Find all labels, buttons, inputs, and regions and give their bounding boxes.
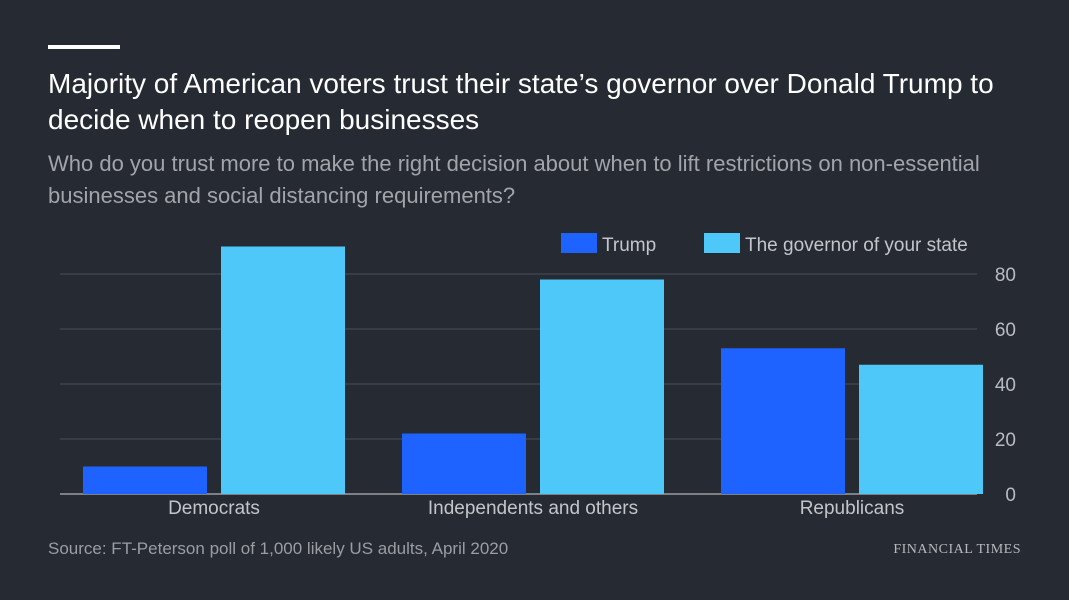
x-tick-label: Republicans [800,498,905,519]
legend-swatch-trump [561,233,597,253]
brand-logo: FINANCIAL TIMES [893,542,1021,557]
bar-chart: 0 20 40 60 80 Democrats Independents and other… [60,233,1016,519]
bar-trump-independents-and-others [402,433,526,494]
axes: 0 20 40 60 80 Democrats Independents and other… [168,265,1016,519]
y-tick-label: 20 [995,430,1016,451]
chart-title: Majority of American voters trust their … [48,68,994,135]
chart-subtitle: Who do you trust more to make the right … [48,151,980,208]
legend: Trump The governor of your state [561,233,968,256]
legend-swatch-governor [704,233,740,253]
header-rule [48,45,120,49]
bar-trump-democrats [83,466,207,494]
legend-label-trump: Trump [602,235,656,256]
y-tick-label: 40 [995,375,1016,396]
source-note: Source: FT-Peterson poll of 1,000 likely… [48,539,509,558]
y-tick-label: 0 [1005,485,1016,506]
legend-label-governor: The governor of your state [745,235,968,256]
x-tick-label: Independents and others [428,498,638,519]
bar-trump-republicans [721,348,845,494]
bar-governor-independents-and-others [540,279,664,494]
bar-governor-democrats [221,246,345,494]
x-tick-label: Democrats [168,498,260,519]
y-tick-label: 80 [995,265,1016,286]
y-tick-label: 60 [995,320,1016,341]
bar-governor-republicans [859,364,983,494]
bars [83,246,983,494]
